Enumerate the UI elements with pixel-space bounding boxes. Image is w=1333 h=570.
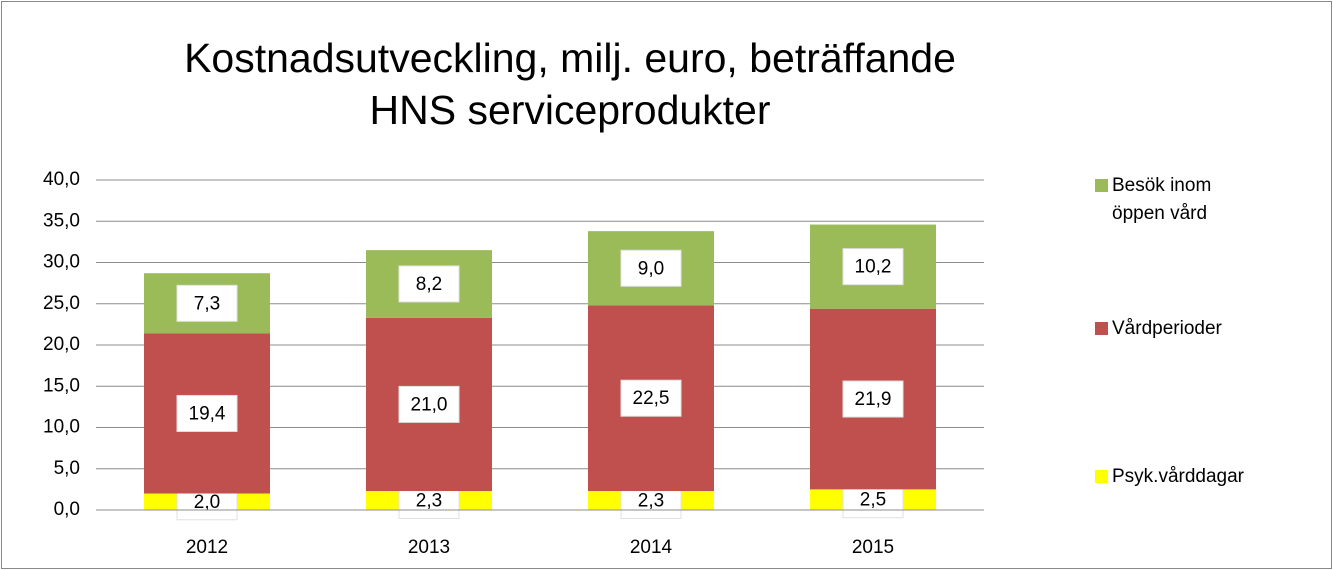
y-tick-label: 5,0 xyxy=(54,458,80,479)
y-tick-label: 30,0 xyxy=(43,252,80,273)
data-label: 21,9 xyxy=(855,389,892,410)
legend-entry: Besök inom öppen vård xyxy=(1095,172,1322,228)
y-tick-label: 0,0 xyxy=(54,499,80,520)
y-tick-label: 20,0 xyxy=(43,334,80,355)
legend-swatch xyxy=(1095,322,1108,335)
legend-label: Psyk.vårddagar xyxy=(1112,466,1245,487)
data-label-box xyxy=(176,284,238,322)
data-label: 21,0 xyxy=(411,394,448,415)
data-label-box xyxy=(398,265,460,303)
legend-label: Besök inom öppen vård xyxy=(1112,175,1212,224)
y-tick-label: 15,0 xyxy=(43,375,80,396)
x-tick-label: 2012 xyxy=(186,537,228,558)
data-label: 2,0 xyxy=(194,492,220,513)
data-label: 22,5 xyxy=(633,388,670,409)
y-tick-label: 25,0 xyxy=(43,293,80,314)
data-label: 9,0 xyxy=(638,258,664,279)
data-label: 19,4 xyxy=(189,403,226,424)
data-label: 2,3 xyxy=(638,491,664,512)
x-tick-label: 2013 xyxy=(408,537,450,558)
legend-label: Vårdperioder xyxy=(1112,318,1222,339)
legend-entry: Vårdperioder xyxy=(1095,315,1322,343)
legend-swatch xyxy=(1095,470,1108,483)
x-tick-label: 2014 xyxy=(630,537,673,558)
chart-title: Kostnadsutveckling, milj. euro, beträffa… xyxy=(184,35,956,133)
data-label-box xyxy=(842,380,904,418)
y-tick-label: 35,0 xyxy=(43,210,80,231)
y-tick-label: 40,0 xyxy=(43,169,80,190)
legend-entry: Psyk.vårddagar xyxy=(1095,463,1322,491)
data-label-box xyxy=(620,249,682,287)
data-label-box xyxy=(398,385,460,423)
data-label-box xyxy=(176,394,238,432)
data-label: 7,3 xyxy=(194,293,220,314)
data-label-box xyxy=(842,248,904,286)
data-label: 8,2 xyxy=(416,274,442,295)
y-tick-label: 10,0 xyxy=(43,417,80,438)
data-label-box xyxy=(620,379,682,417)
data-label: 2,5 xyxy=(860,490,886,511)
data-label: 2,3 xyxy=(416,491,442,512)
data-label: 10,2 xyxy=(855,257,892,278)
legend-swatch xyxy=(1095,179,1108,192)
x-tick-label: 2015 xyxy=(852,537,894,558)
